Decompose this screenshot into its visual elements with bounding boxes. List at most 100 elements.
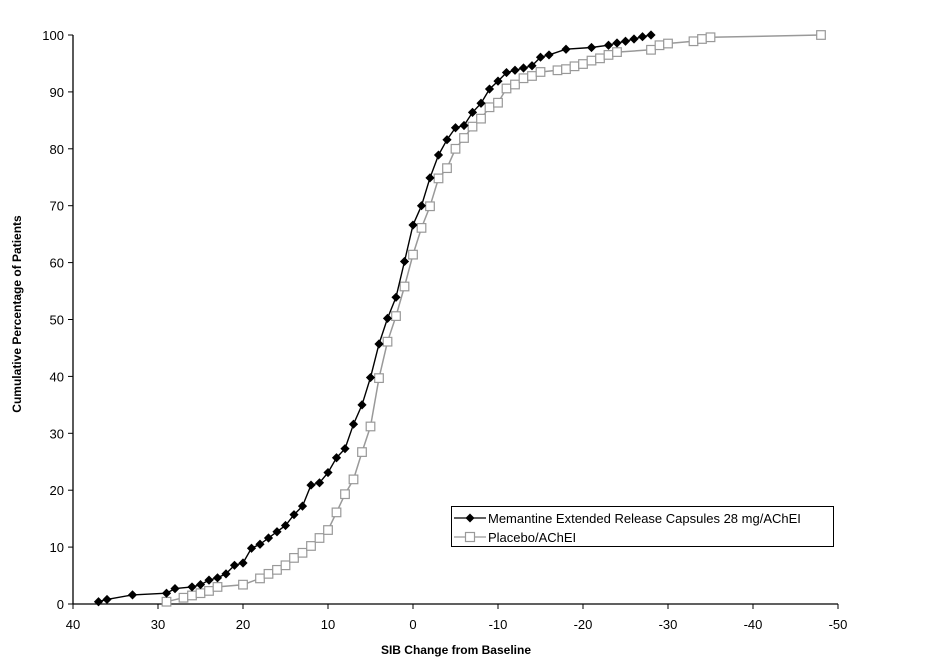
data-point [297,547,308,558]
data-point [476,113,486,124]
data-point [314,478,325,488]
x-tick-label: 30 [151,617,165,632]
data-point [578,59,588,69]
data-point [306,541,316,551]
data-point [161,588,172,598]
legend-label: Memantine Extended Release Capsules 28 m… [488,510,801,526]
data-point [663,38,673,49]
data-point [510,79,520,90]
data-point [561,44,571,54]
y-tick-label: 50 [50,313,64,328]
data-point [374,373,384,384]
x-tick-label: 10 [321,617,335,632]
y-tick-label: 40 [50,369,64,384]
data-point [263,533,274,543]
data-point [365,421,376,432]
data-point [544,50,554,60]
y-tick-label: 10 [50,540,64,555]
data-point [629,34,639,44]
y-tick-label: 70 [50,199,64,214]
data-point [518,63,529,73]
data-point [127,590,138,600]
data-point [357,400,367,410]
data-point [705,32,716,43]
y-tick-label: 20 [50,483,64,498]
data-point [493,97,503,108]
series-layer [93,30,826,607]
data-point [646,30,656,40]
x-tick-label: -30 [659,617,678,632]
data-point [195,588,206,599]
y-tick-label: 80 [50,142,64,157]
legend-item-memantine: Memantine Extended Release Capsules 28 m… [452,509,801,527]
open-square-marker-icon [454,531,486,543]
data-point [433,173,444,184]
data-point [535,52,546,62]
data-point [561,64,571,75]
y-axis: 0 10 20 30 40 50 60 70 80 90 100 [42,28,74,612]
data-point [595,53,605,64]
data-point [527,71,537,81]
data-point [289,510,299,520]
data-point [552,65,563,76]
data-point [212,582,223,592]
data-point [365,372,376,383]
data-point [612,38,622,48]
data-point [323,467,333,478]
data-point [637,32,648,42]
data-point [289,553,299,563]
data-point [586,55,597,66]
legend-item-placebo: Placebo/AChEI [452,528,576,546]
x-tick-label: -50 [829,617,848,632]
data-point [93,597,104,607]
data-point [229,560,240,570]
y-tick-label: 0 [57,597,64,612]
data-point [204,586,214,596]
data-point [433,150,444,160]
x-axis: 40 30 20 10 0 -10 -20 -30 -40 -50 [66,603,848,632]
data-point [314,533,325,543]
data-point [442,135,452,145]
data-point [654,40,665,51]
data-point [476,98,486,108]
data-point [204,575,214,585]
legend-label: Placebo/AChEI [488,529,577,545]
data-point [535,67,546,77]
data-point [697,34,707,44]
data-point [348,419,359,429]
x-tick-label: -40 [744,617,763,632]
data-point [391,311,401,321]
data-point [331,453,342,463]
data-point [450,123,461,133]
data-point [425,201,435,212]
data-point [408,249,418,260]
data-point [297,501,308,511]
data-point [391,292,401,302]
data-point [501,83,512,94]
y-tick-label: 100 [42,28,64,43]
data-point [459,133,469,143]
x-tick-label: 0 [409,617,416,632]
data-point [399,281,410,292]
data-point [263,568,274,579]
data-point [238,579,248,590]
data-point [187,590,197,601]
data-point [221,569,231,579]
data-point [408,220,418,230]
y-tick-label: 30 [50,426,64,441]
data-point [416,201,427,211]
data-point [238,558,248,568]
data-point [569,61,580,72]
data-point [280,520,291,531]
data-point [425,173,435,183]
data-point [340,444,350,454]
data-point [450,143,461,154]
data-point [195,580,206,590]
data-point [459,120,469,131]
data-point [603,50,614,60]
data-point [493,76,503,86]
data-point [178,592,189,603]
data-point [603,40,614,50]
data-point [357,447,367,457]
series-memantine [93,30,656,607]
